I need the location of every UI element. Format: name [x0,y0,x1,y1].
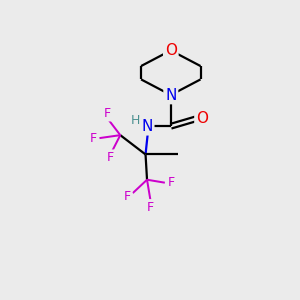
Text: O: O [196,111,208,126]
Text: N: N [165,88,176,103]
Text: F: F [168,176,175,189]
Text: F: F [124,190,131,203]
Text: O: O [165,43,177,58]
Text: F: F [89,132,97,145]
Text: H: H [130,114,140,128]
Text: N: N [141,119,153,134]
Text: F: F [147,201,154,214]
Text: F: F [107,151,114,164]
Text: F: F [104,107,111,120]
